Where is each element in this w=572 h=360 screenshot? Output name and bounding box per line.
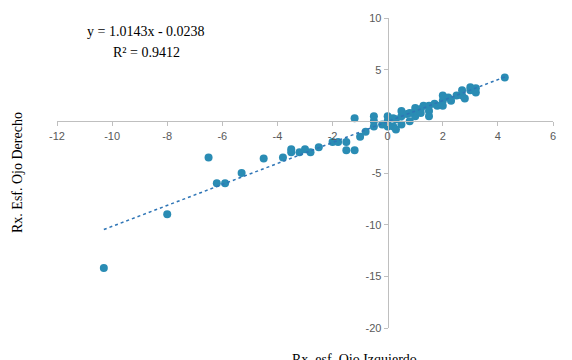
svg-text:-20: -20 (366, 322, 382, 334)
svg-text:Rx. esf. Ojo Izquierdo: Rx. esf. Ojo Izquierdo (292, 352, 417, 360)
svg-text:10: 10 (369, 12, 381, 24)
svg-text:0: 0 (385, 130, 391, 142)
svg-text:-15: -15 (366, 270, 382, 282)
svg-text:4: 4 (495, 130, 501, 142)
svg-text:-6: -6 (217, 130, 227, 142)
svg-text:Rx. Esf. Ojo Derecho: Rx. Esf. Ojo Derecho (10, 112, 25, 233)
svg-text:-12: -12 (49, 130, 65, 142)
svg-text:-2: -2 (328, 130, 338, 142)
svg-text:-8: -8 (162, 130, 172, 142)
svg-text:R² = 0.9412: R² = 0.9412 (113, 45, 180, 60)
svg-text:y = 1.0143x - 0.0238: y = 1.0143x - 0.0238 (87, 24, 205, 39)
svg-text:6: 6 (550, 130, 556, 142)
svg-text:2: 2 (440, 130, 446, 142)
svg-text:5: 5 (375, 64, 381, 76)
svg-text:-5: -5 (372, 167, 382, 179)
svg-text:-10: -10 (366, 219, 382, 231)
svg-text:-10: -10 (104, 130, 120, 142)
svg-text:-4: -4 (273, 130, 283, 142)
